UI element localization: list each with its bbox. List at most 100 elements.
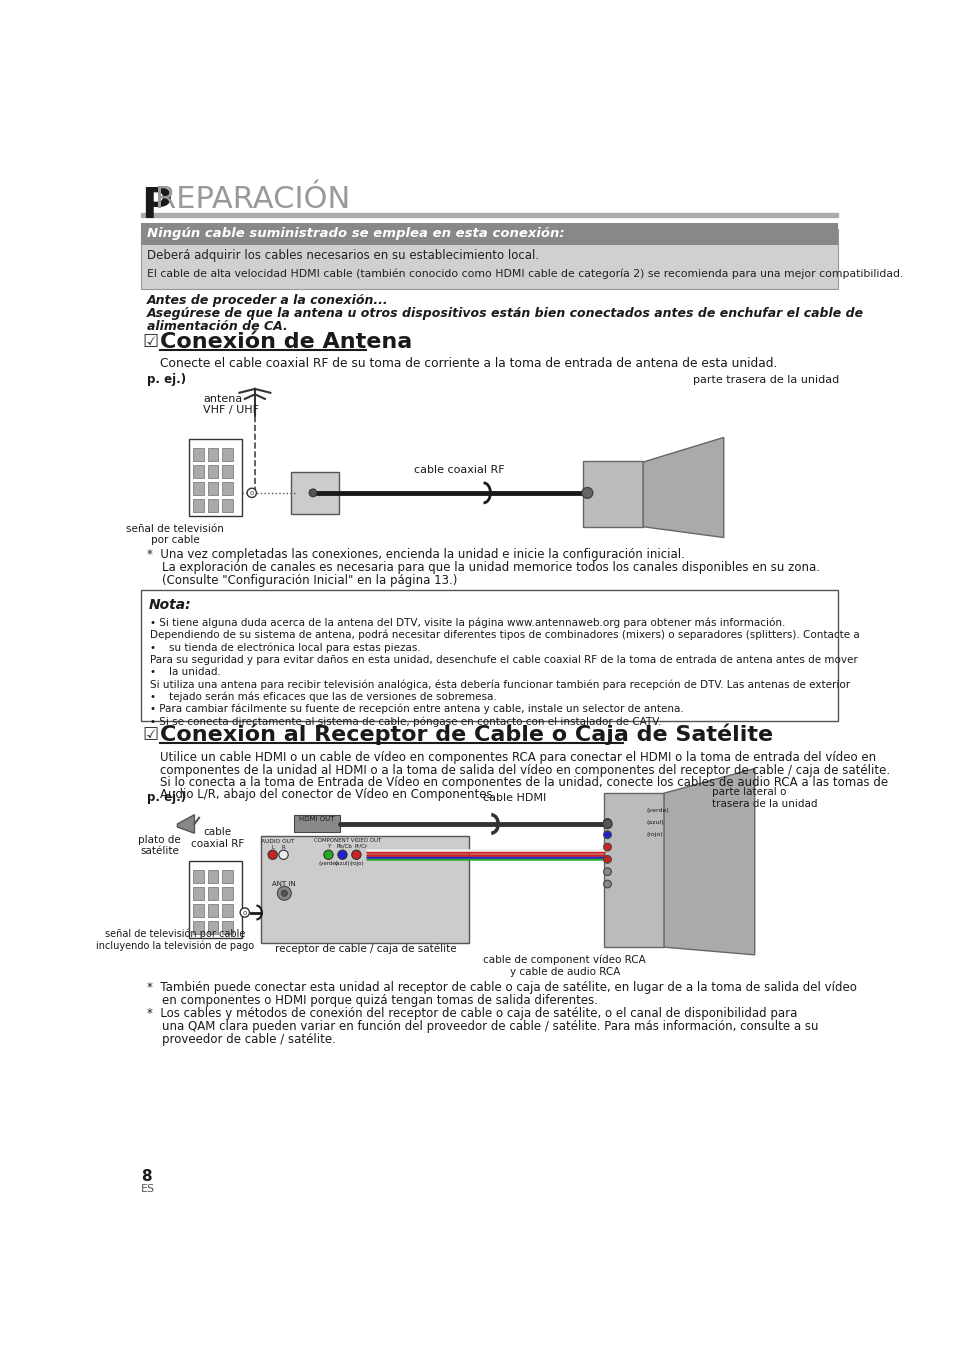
Text: plato de
satélite: plato de satélite	[138, 834, 181, 856]
Circle shape	[352, 851, 360, 860]
Text: Audio L/R, abajo del conector de Vídeo en Componentes.: Audio L/R, abajo del conector de Vídeo e…	[159, 789, 496, 801]
Bar	[193, 465, 204, 479]
Text: componentes de la unidad al HDMI o a la toma de salida del vídeo en componentes : componentes de la unidad al HDMI o a la …	[159, 763, 889, 776]
Circle shape	[323, 851, 333, 860]
Bar	[222, 921, 233, 934]
Text: • Si se conecta directamente al sistema de cable, póngase en contacto con el ins: • Si se conecta directamente al sistema …	[150, 716, 661, 727]
Text: (verde): (verde)	[645, 807, 668, 813]
Text: •    tejado serán más eficaces que las de versiones de sobremesa.: • tejado serán más eficaces que las de v…	[150, 692, 497, 702]
Circle shape	[581, 488, 592, 499]
Bar	[208, 871, 218, 883]
Text: antena
VHF / UHF: antena VHF / UHF	[203, 394, 258, 415]
Text: •    su tienda de electrónica local para estas piezas.: • su tienda de electrónica local para es…	[150, 642, 420, 652]
Text: Pb/Cb: Pb/Cb	[335, 844, 352, 849]
Text: p. ej.): p. ej.)	[147, 791, 186, 805]
Text: (rojo): (rojo)	[645, 832, 662, 837]
Text: Conexión al Receptor de Cable o Caja de Satélite: Conexión al Receptor de Cable o Caja de …	[159, 724, 772, 745]
Text: señal de televisión por cable
incluyendo la televisión de pago: señal de televisión por cable incluyendo…	[96, 929, 253, 950]
Text: Para su seguridad y para evitar daños en esta unidad, desenchufe el cable coaxia: Para su seguridad y para evitar daños en…	[150, 655, 857, 665]
Bar	[141, 224, 838, 245]
Bar	[208, 483, 218, 495]
Text: 8: 8	[141, 1169, 152, 1184]
Circle shape	[268, 851, 277, 860]
Text: Pr/Cr: Pr/Cr	[355, 844, 367, 849]
Bar	[222, 483, 233, 495]
Bar	[193, 887, 204, 900]
Bar	[193, 905, 204, 917]
Text: HDMI OUT: HDMI OUT	[299, 817, 335, 822]
Text: parte lateral o
trasera de la unidad: parte lateral o trasera de la unidad	[711, 787, 817, 809]
Text: REPARACIÓN: REPARACIÓN	[154, 185, 350, 214]
Text: en componentes o HDMI porque quizá tengan tomas de salida diferentes.: en componentes o HDMI porque quizá tenga…	[147, 993, 598, 1007]
Text: L: L	[271, 845, 274, 849]
Circle shape	[247, 488, 256, 497]
Bar	[222, 448, 233, 461]
Text: (rojo): (rojo)	[349, 861, 363, 867]
Circle shape	[603, 830, 611, 838]
Text: El cable de alta velocidad HDMI cable (también conocido como HDMI cable de categ: El cable de alta velocidad HDMI cable (t…	[147, 268, 902, 279]
Text: *  Los cables y métodos de conexión del receptor de cable o caja de satélite, o : * Los cables y métodos de conexión del r…	[147, 1007, 797, 1020]
Text: Y: Y	[327, 844, 330, 849]
Circle shape	[281, 890, 287, 896]
Text: R: R	[281, 845, 285, 849]
Text: Si lo conecta a la toma de Entrada de Vídeo en componentes de la unidad, conecte: Si lo conecta a la toma de Entrada de Ví…	[159, 776, 886, 789]
Text: Antes de proceder a la conexión...: Antes de proceder a la conexión...	[147, 294, 389, 307]
Bar	[208, 499, 218, 512]
Text: parte trasera de la unidad: parte trasera de la unidad	[692, 375, 838, 384]
Text: Asegúrese de que la antena u otros dispositivos están bien conectados antes de e: Asegúrese de que la antena u otros dispo…	[147, 307, 863, 319]
Text: o: o	[250, 489, 253, 496]
Bar	[189, 861, 241, 938]
Text: • Para cambiar fácilmente su fuente de recepción entre antena y cable, instale u: • Para cambiar fácilmente su fuente de r…	[150, 704, 683, 714]
Text: cable HDMI: cable HDMI	[483, 793, 546, 803]
Bar	[208, 465, 218, 479]
Text: •    la unidad.: • la unidad.	[150, 667, 221, 677]
Text: Conecte el cable coaxial RF de su toma de corriente a la toma de entrada de ante: Conecte el cable coaxial RF de su toma d…	[159, 357, 776, 369]
Bar	[193, 483, 204, 495]
Text: (verde): (verde)	[318, 861, 338, 867]
Text: cable coaxial RF: cable coaxial RF	[414, 465, 504, 474]
Text: Dependiendo de su sistema de antena, podrá necesitar diferentes tipos de combina: Dependiendo de su sistema de antena, pod…	[150, 630, 859, 640]
Bar	[208, 905, 218, 917]
Bar	[603, 793, 663, 948]
Text: Conexión de Antena: Conexión de Antena	[159, 332, 412, 352]
Bar	[141, 590, 838, 721]
Bar	[291, 472, 339, 514]
Text: Nota:: Nota:	[149, 599, 192, 612]
Circle shape	[278, 851, 288, 860]
Text: ANT IN: ANT IN	[273, 882, 295, 887]
Polygon shape	[642, 437, 723, 538]
Text: receptor de cable / caja de satélite: receptor de cable / caja de satélite	[274, 944, 456, 954]
Text: *  Una vez completadas las conexiones, encienda la unidad e inicie la configurac: * Una vez completadas las conexiones, en…	[147, 547, 684, 561]
Bar	[582, 461, 642, 527]
Text: • Si tiene alguna duda acerca de la antena del DTV, visite la página www.antenna: • Si tiene alguna duda acerca de la ante…	[150, 617, 785, 628]
Text: ☑: ☑	[142, 725, 158, 744]
Bar	[208, 887, 218, 900]
Circle shape	[277, 887, 291, 900]
Circle shape	[309, 489, 316, 496]
Text: (azul): (azul)	[335, 861, 350, 867]
Bar	[193, 499, 204, 512]
Bar	[294, 814, 340, 832]
Text: cable de component vídeo RCA
y cable de audio RCA: cable de component vídeo RCA y cable de …	[483, 954, 645, 977]
Text: o: o	[242, 910, 247, 915]
Circle shape	[603, 818, 611, 826]
Circle shape	[603, 844, 611, 851]
Text: (Consulte "Configuración Inicial" en la página 13.): (Consulte "Configuración Inicial" en la …	[147, 574, 457, 588]
Text: *  También puede conectar esta unidad al receptor de cable o caja de satélite, e: * También puede conectar esta unidad al …	[147, 981, 856, 993]
Bar	[261, 836, 468, 944]
Bar	[222, 871, 233, 883]
Bar	[189, 439, 241, 516]
Bar	[222, 499, 233, 512]
Bar	[193, 871, 204, 883]
Circle shape	[603, 880, 611, 888]
Circle shape	[240, 909, 249, 917]
Text: señal de televisión
por cable: señal de televisión por cable	[126, 523, 224, 545]
Text: Utilice un cable HDMI o un cable de vídeo en componentes RCA para conectar el HD: Utilice un cable HDMI o un cable de víde…	[159, 751, 875, 764]
Bar	[193, 921, 204, 934]
Text: P: P	[141, 185, 172, 226]
Bar	[222, 905, 233, 917]
Text: alimentación de CA.: alimentación de CA.	[147, 319, 288, 333]
Text: cable
coaxial RF: cable coaxial RF	[191, 828, 244, 849]
Bar	[222, 465, 233, 479]
Text: Ningún cable suministrado se emplea en esta conexión:: Ningún cable suministrado se emplea en e…	[147, 226, 564, 240]
